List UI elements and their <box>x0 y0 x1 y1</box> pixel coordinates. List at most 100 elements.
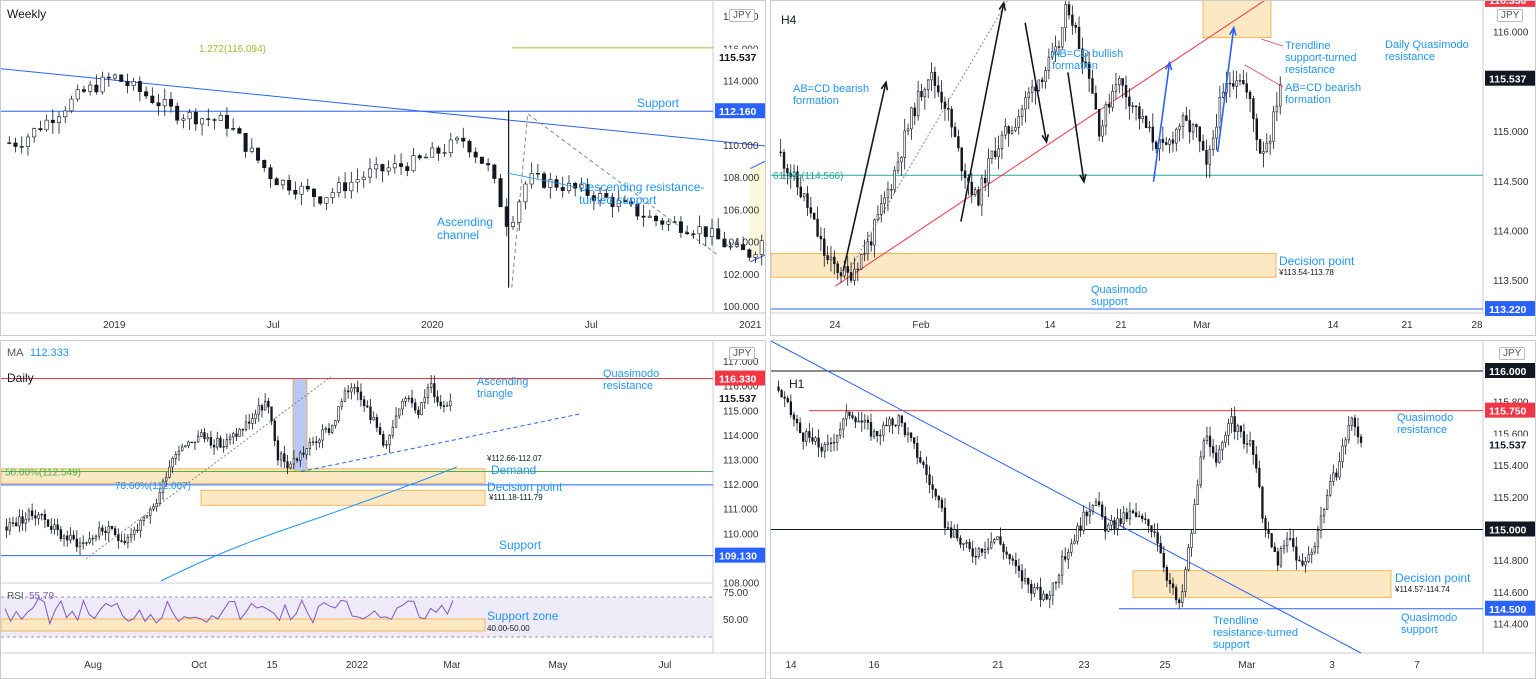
h4-candle <box>1027 92 1030 98</box>
daily-candle <box>398 408 401 417</box>
weekly-currency-badge[interactable]: JPY <box>729 9 756 22</box>
daily-candle <box>308 441 312 449</box>
h4-candle <box>960 147 963 172</box>
h4-candle <box>900 157 903 163</box>
h4-candle <box>1258 139 1262 154</box>
weekly-candle <box>318 196 323 204</box>
daily-fib50-label: 50.00%(112.549) <box>5 468 81 479</box>
h4-candle <box>1201 140 1205 151</box>
h4-candle <box>930 71 933 81</box>
h1-candle <box>974 556 977 558</box>
h1-x-tick: 21 <box>992 660 1004 671</box>
weekly-y-tick: 108.000 <box>723 173 760 184</box>
daily-candle <box>292 458 296 465</box>
h4-candle <box>849 272 853 281</box>
weekly-candle <box>19 146 24 148</box>
daily-candle <box>445 405 449 407</box>
weekly-candle <box>734 244 739 247</box>
h1-candle <box>916 442 919 458</box>
h1-candle <box>795 419 799 424</box>
h4-candle <box>1275 105 1279 113</box>
h4-candle <box>1044 70 1047 82</box>
weekly-candle <box>293 189 298 195</box>
daily-candle <box>426 387 430 398</box>
weekly-chart-panel[interactable]: 100.000 102.000 104.000 106.000 108.000 110.0… <box>0 0 766 336</box>
h1-candle <box>1104 516 1107 532</box>
daily-demand-label: Demand <box>491 463 536 477</box>
h1-candle <box>1279 548 1283 566</box>
h1-candle <box>808 431 811 438</box>
h1-candle <box>1239 425 1243 432</box>
daily-chart-panel[interactable]: RSI55.79108.000109.000110.000111.000112.… <box>0 340 766 679</box>
weekly-candle <box>144 91 149 97</box>
ma-label: MA <box>7 347 23 359</box>
h4-candle <box>1064 4 1067 29</box>
h4-abcd-leg <box>842 82 887 272</box>
weekly-candle <box>616 200 621 207</box>
weekly-chart-svg[interactable]: 100.000 102.000 104.000 106.000 108.000 110.0… <box>1 1 766 336</box>
h1-chart-svg[interactable]: 114.400 114.600 114.800 115.000 115.200 115.4… <box>771 341 1536 679</box>
h4-candle <box>1232 83 1235 87</box>
daily-candle <box>88 538 91 543</box>
daily-candle <box>120 540 123 542</box>
h1-y-tick: 114.800 <box>1493 556 1529 567</box>
h4-candle <box>1144 115 1148 129</box>
h1-candle <box>1350 417 1353 426</box>
h4-trendline-label-3: resistance <box>1285 64 1335 76</box>
h4-chart-panel[interactable]: 113.500114.000114.500115.000115.500116.0… <box>770 0 1536 336</box>
daily-chart-svg[interactable]: RSI55.79108.000109.000110.000111.000112.… <box>1 341 766 679</box>
h4-y-tick: 114.000 <box>1493 226 1529 237</box>
h1-candle <box>1202 440 1206 458</box>
weekly-candle <box>622 200 627 202</box>
h4-x-tick: 14 <box>1044 320 1056 331</box>
h4-candle <box>987 158 990 184</box>
weekly-candle <box>510 221 516 227</box>
h1-candle <box>1033 587 1036 594</box>
h4-candle <box>779 151 782 154</box>
h1-candle <box>1107 524 1110 532</box>
daily-x-tick: May <box>549 660 568 671</box>
h1-currency-badge[interactable]: JPY <box>1499 347 1526 360</box>
weekly-candle <box>517 201 522 223</box>
weekly-candle <box>753 254 758 258</box>
h4-currency-badge[interactable]: JPY <box>1497 9 1524 22</box>
weekly-candle <box>654 215 659 222</box>
weekly-candle <box>436 147 441 154</box>
daily-candle <box>62 535 66 539</box>
daily-candle <box>228 436 232 440</box>
h4-candle <box>792 171 796 177</box>
h4-abcd-bearish-label: AB=CD bearish <box>793 83 869 95</box>
h4-candle <box>1154 141 1158 149</box>
h1-candle <box>1242 431 1246 444</box>
daily-currency-badge[interactable]: JPY <box>729 347 756 360</box>
weekly-candle <box>50 119 55 123</box>
weekly-candle <box>442 152 447 154</box>
daily-candle <box>155 503 158 507</box>
h4-candle <box>1000 134 1004 150</box>
h1-candle <box>1051 582 1054 596</box>
weekly-candle <box>57 116 62 123</box>
daily-candle <box>174 454 177 459</box>
h4-candle <box>1108 104 1111 108</box>
h4-candle <box>1007 126 1010 134</box>
h4-candle <box>876 214 880 221</box>
h1-chart-panel[interactable]: 114.400 114.600 114.800 115.000 115.200 115.4… <box>770 340 1536 679</box>
daily-candle <box>321 429 324 441</box>
h4-candle <box>789 172 792 177</box>
h4-candle <box>856 268 860 271</box>
h4-candle <box>893 169 896 190</box>
h4-trendline-label-2: support-turned <box>1285 52 1357 64</box>
h1-resistance-label-2: resistance <box>1397 424 1447 436</box>
h1-candle <box>829 442 833 444</box>
h1-price-badge-bg <box>1485 402 1535 418</box>
weekly-candle <box>187 112 192 120</box>
weekly-candle <box>728 245 733 248</box>
h1-candle <box>980 548 984 553</box>
daily-candle <box>241 428 244 431</box>
weekly-y-tick: 114.000 <box>723 77 759 88</box>
h4-candle <box>1114 84 1118 92</box>
h1-candle <box>1196 484 1199 505</box>
h1-candle <box>1353 417 1357 428</box>
h4-chart-svg[interactable]: 113.500114.000114.500115.000115.500116.0… <box>771 1 1536 336</box>
h1-candle <box>1329 481 1332 496</box>
